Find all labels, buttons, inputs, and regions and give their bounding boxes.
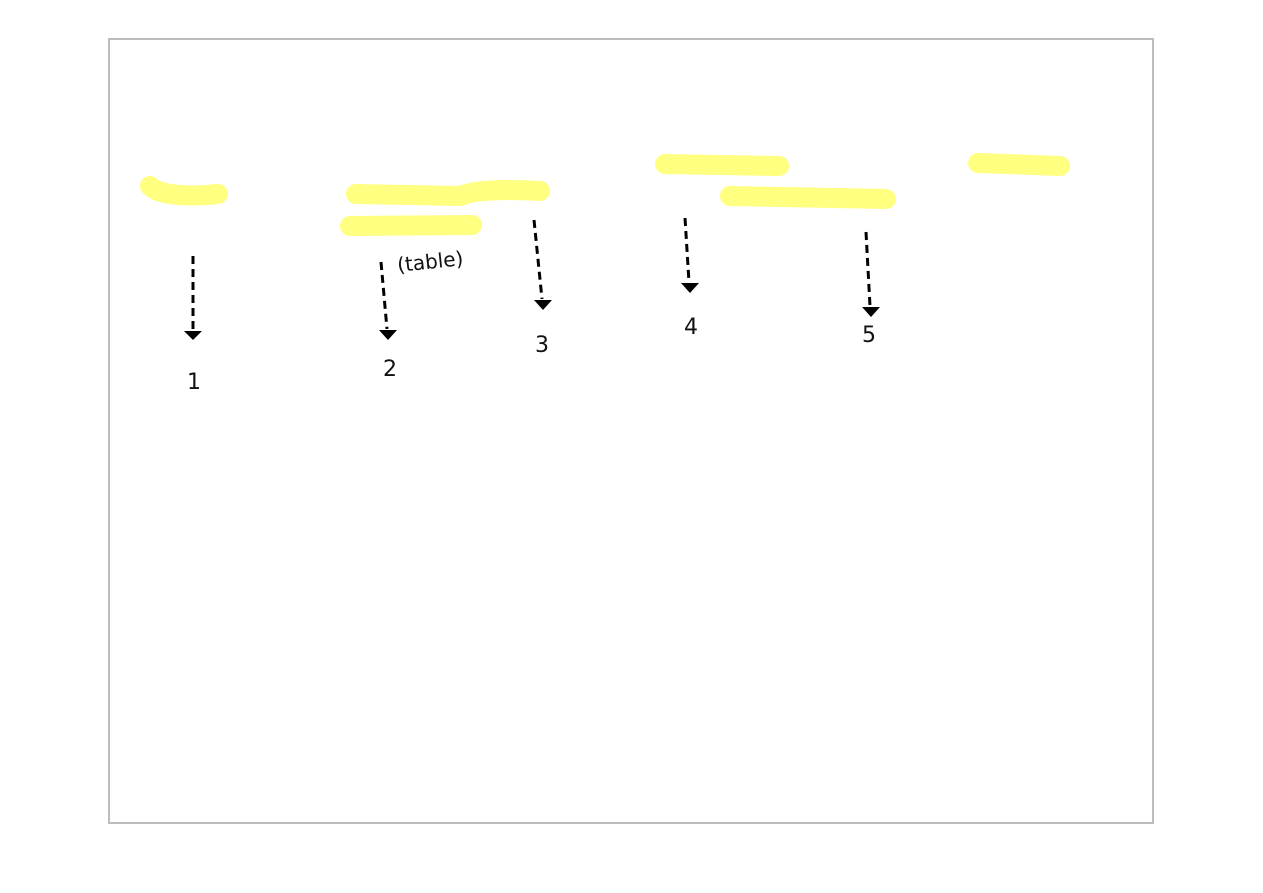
highlight-bar-4a [655,154,789,176]
number-label-4: 4 [684,315,698,340]
arrow-5-line [864,231,872,307]
arrow-5-head [862,307,880,317]
highlight-bar-1 [140,176,228,206]
arrow-4-line [683,217,691,283]
arrow-3-head [534,300,552,310]
table-annotation: (table) [396,246,464,277]
arrow-3-line [532,219,544,300]
highlight-bar-4b [720,186,896,209]
number-label-5: 5 [862,323,876,348]
highlight-bar-2b [340,215,482,236]
highlight-group [140,153,1070,236]
number-label-3: 3 [535,333,549,358]
arrow-group [184,217,880,340]
highlight-bar-6 [968,153,1070,176]
number-label-1: 1 [187,370,201,395]
arrow-4-head [681,283,699,293]
number-label-2: 2 [383,357,397,382]
arrow-2-line [379,261,389,330]
number-labels: 1 2 3 4 5 [187,315,876,395]
arrow-1-head [184,331,202,340]
arrow-2-head [379,330,397,340]
highlight-bar-2a [346,180,550,206]
